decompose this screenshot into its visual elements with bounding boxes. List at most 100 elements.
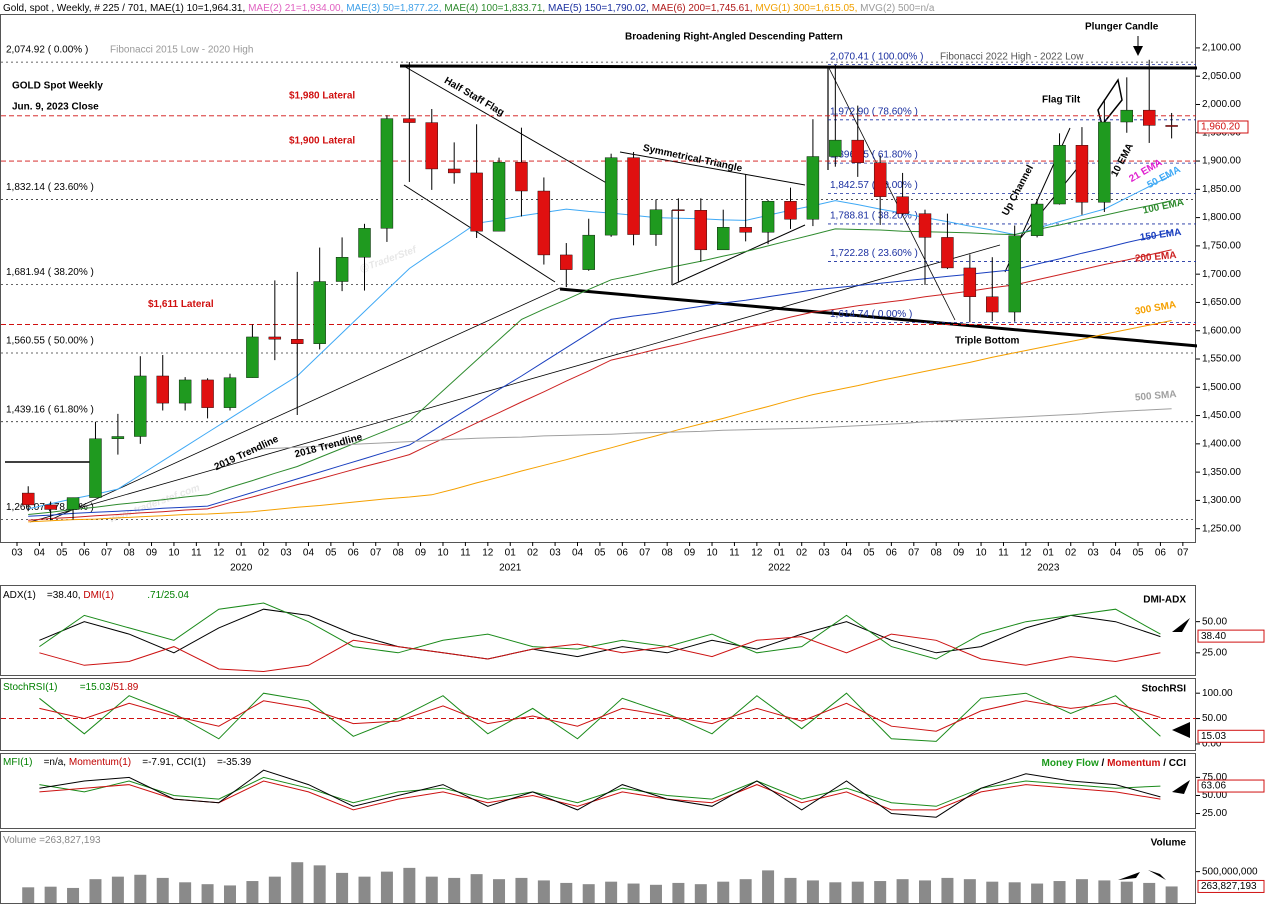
x-tick-label: 11 <box>998 548 1009 559</box>
header-part: MAE(1) 10=1,964.31, <box>150 3 248 14</box>
fib-label: 1,681.94 ( 38.20% ) <box>6 267 94 278</box>
x-tick-label: 05 <box>56 548 68 559</box>
panel-title-part: Momentum <box>1107 758 1160 769</box>
candle-body <box>1143 109 1156 126</box>
x-tick-label: 03 <box>11 548 23 559</box>
header-part: MVG(2) 500=n/a <box>860 3 935 14</box>
arrow <box>1172 780 1190 794</box>
main-frame <box>0 14 1196 543</box>
header-part: =-35.39 <box>206 757 252 768</box>
annotation: Triple Bottom <box>955 336 1020 347</box>
volume-bar <box>246 881 259 903</box>
candle-body <box>470 172 483 232</box>
candle-body <box>627 157 640 235</box>
header-part: MAE(5) 150=1,790.02, <box>548 3 652 14</box>
fib-label: 1,722.28 ( 23.60% ) <box>830 248 918 259</box>
last-value-box <box>1197 729 1265 743</box>
candle-body <box>1165 125 1178 127</box>
candle-body <box>941 237 954 269</box>
panel-title-part: / CCI <box>1160 758 1186 769</box>
candle-body <box>268 336 282 340</box>
last-value-box <box>1197 879 1265 893</box>
x-tick-label: 05 <box>594 548 606 559</box>
ma-label: 500 SMA <box>1135 389 1177 404</box>
panel-title: StochRSI <box>1142 684 1187 695</box>
y-tick-label: 50.00 <box>1202 790 1227 801</box>
x-tick-label: 05 <box>863 548 875 559</box>
header-part: Momentum(1) <box>69 757 131 768</box>
y-tick-label: 0.00 <box>1202 739 1222 750</box>
volume-bar <box>1143 882 1156 903</box>
x-tick-label: 08 <box>124 548 136 559</box>
y-tick-label: 1,400.00 <box>1202 438 1241 449</box>
fib-label: 1,972.90 ( 78.60% ) <box>830 106 918 117</box>
x-group-label: 2021 <box>499 563 522 574</box>
candle-body <box>313 281 326 344</box>
candle-body <box>156 375 169 404</box>
panel-title-part: / <box>1099 758 1107 769</box>
y-tick-label: 50.00 <box>1202 616 1227 627</box>
x-group-label: 2020 <box>230 563 253 574</box>
volume-bar <box>201 884 214 903</box>
indicator-line <box>39 608 1161 660</box>
x-tick-label: 07 <box>908 548 920 559</box>
candle-body <box>739 227 752 233</box>
x-tick-label: 07 <box>101 548 113 559</box>
x-tick-label: 02 <box>527 548 539 559</box>
candle-body <box>178 379 192 404</box>
fib-label: 1,832.14 ( 23.60% ) <box>6 182 94 193</box>
candle-body <box>201 379 214 408</box>
x-tick-label: 11 <box>460 548 471 559</box>
fib-label: 1,439.16 ( 61.80% ) <box>6 404 94 415</box>
volume-bar <box>111 876 124 903</box>
trendline <box>619 151 806 186</box>
x-tick-label: 08 <box>931 548 943 559</box>
volume-bar <box>291 862 304 903</box>
last-price-label: 1,960.20 <box>1201 122 1240 133</box>
volume-bar <box>672 882 685 903</box>
header-part: .71/25.04 <box>114 590 189 601</box>
ma-line <box>28 174 1172 510</box>
candle-body <box>291 339 304 344</box>
last-value-box <box>1197 629 1265 643</box>
x-group-label: 2023 <box>1037 563 1060 574</box>
fib-label: 2,074.92 ( 0.00% ) <box>6 45 88 56</box>
candle-body <box>515 161 528 192</box>
x-tick-label: 05 <box>1132 548 1144 559</box>
header-part: CCI(1) <box>176 757 205 768</box>
trendline <box>401 64 611 186</box>
candle-body <box>963 267 977 297</box>
volume-bar <box>403 867 416 903</box>
arrow <box>1172 618 1190 632</box>
volume-bar <box>784 877 797 903</box>
x-tick-label: 01 <box>505 548 517 559</box>
y-tick-label: 1,700.00 <box>1202 269 1241 280</box>
x-tick-label: 06 <box>1155 548 1167 559</box>
candle-body <box>111 436 125 439</box>
x-tick-label: 02 <box>258 548 270 559</box>
volume-bar <box>1075 879 1088 903</box>
x-tick-label: 04 <box>34 548 46 559</box>
volume-bar <box>829 882 842 903</box>
candle-body <box>1053 145 1066 205</box>
y-tick-label: 25.00 <box>1202 647 1227 658</box>
x-tick-label: 02 <box>796 548 808 559</box>
volume-bar <box>627 883 640 903</box>
header-part: Volume =263,827,193 <box>3 835 101 846</box>
adx-frame <box>0 585 1196 676</box>
volume-bar <box>806 880 819 903</box>
y-tick-label: 1,450.00 <box>1202 410 1241 421</box>
x-tick-label: 09 <box>684 548 696 559</box>
y-tick-label: 1,750.00 <box>1202 241 1241 252</box>
last-value-label: 15.03 <box>1201 731 1226 742</box>
candle-body <box>694 210 708 251</box>
last-price-box <box>1197 120 1249 134</box>
trendline <box>49 287 561 521</box>
y-tick-label: 1,800.00 <box>1202 212 1241 223</box>
volume-bar <box>358 876 371 903</box>
candle-body <box>492 161 506 232</box>
candle-body <box>1075 145 1089 203</box>
x-tick-label: 12 <box>213 548 225 559</box>
y-tick-label: 1,350.00 <box>1202 467 1241 478</box>
